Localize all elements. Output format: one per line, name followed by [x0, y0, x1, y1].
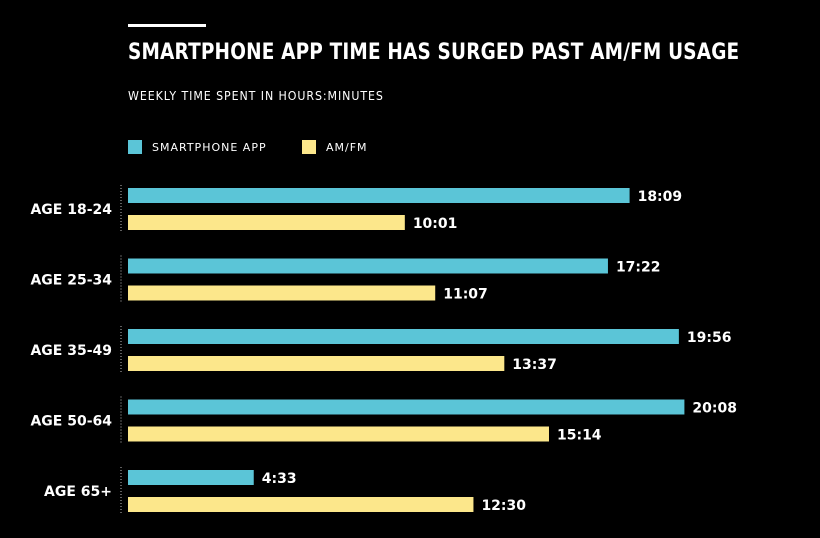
value-label-smartphone-app-age-18-24: 18:09 [638, 189, 683, 205]
bar-smartphone-app-age-50-64 [128, 399, 685, 415]
category-label-age-50-64: AGE 50-64 [30, 414, 112, 430]
bar-smartphone-app-age-65 [128, 470, 254, 485]
category-label-age-35-49: AGE 35-49 [30, 343, 112, 359]
legend-item-smartphone: SMARTPHONE APP [128, 139, 267, 155]
legend-label-amfm: AM/FM [326, 140, 368, 154]
category-label-age-25-34: AGE 25-34 [30, 273, 112, 289]
value-label-smartphone-app-age-65: 4:33 [262, 471, 297, 487]
category-label-age-65: AGE 65+ [44, 484, 112, 500]
value-label-am-fm-age-65: 12:30 [481, 498, 526, 514]
legend-label-smartphone: SMARTPHONE APP [152, 140, 267, 154]
chart-subtitle: WEEKLY TIME SPENT IN HOURS:MINUTES [128, 89, 384, 103]
value-label-smartphone-app-age-25-34: 17:22 [616, 260, 661, 276]
value-label-am-fm-age-35-49: 13:37 [512, 357, 557, 373]
value-label-am-fm-age-25-34: 11:07 [443, 287, 488, 303]
bar-smartphone-app-age-35-49 [128, 329, 679, 344]
legend-swatch-amfm [302, 140, 316, 154]
bar-smartphone-app-age-18-24 [128, 188, 630, 203]
bar-am-fm-age-25-34 [128, 285, 436, 301]
legend-item-amfm: AM/FM [302, 139, 368, 155]
bar-am-fm-age-35-49 [128, 356, 505, 371]
bar-am-fm-age-50-64 [128, 426, 549, 442]
chart-title: SMARTPHONE APP TIME HAS SURGED PAST AM/F… [128, 40, 740, 65]
bar-am-fm-age-18-24 [128, 215, 405, 230]
value-label-smartphone-app-age-35-49: 19:56 [687, 330, 732, 346]
bar-am-fm-age-65 [128, 497, 474, 512]
bar-smartphone-app-age-25-34 [128, 258, 608, 274]
value-label-smartphone-app-age-50-64: 20:08 [692, 401, 737, 417]
value-label-am-fm-age-18-24: 10:01 [413, 216, 458, 232]
legend-swatch-smartphone [128, 140, 142, 154]
title-rule [128, 24, 206, 27]
value-label-am-fm-age-50-64: 15:14 [557, 428, 602, 444]
category-label-age-18-24: AGE 18-24 [30, 202, 112, 218]
